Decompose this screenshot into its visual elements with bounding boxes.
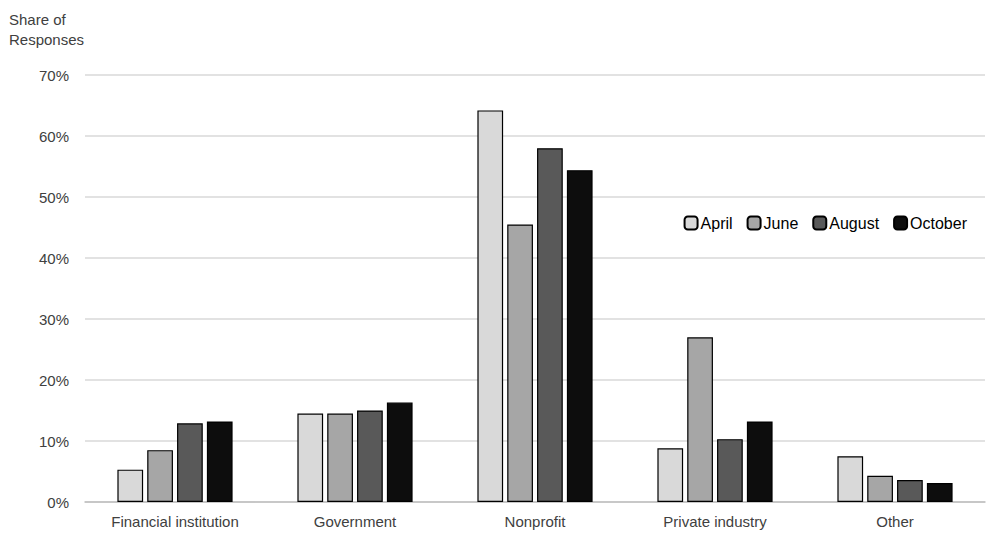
svg-text:40%: 40% [39,250,69,267]
svg-text:June: June [764,215,799,232]
svg-text:50%: 50% [39,189,69,206]
svg-text:April: April [701,215,733,232]
svg-text:Private industry: Private industry [663,513,767,530]
svg-text:Other: Other [876,513,914,530]
svg-text:Nonprofit: Nonprofit [505,513,567,530]
svg-text:0%: 0% [47,494,69,511]
svg-text:Government: Government [314,513,397,530]
svg-text:70%: 70% [39,67,69,84]
svg-text:Financial institution: Financial institution [111,513,239,530]
svg-text:20%: 20% [39,372,69,389]
svg-text:60%: 60% [39,128,69,145]
svg-text:October: October [910,215,968,232]
svg-text:Responses: Responses [9,31,84,48]
svg-text:August: August [829,215,879,232]
svg-text:30%: 30% [39,311,69,328]
svg-text:10%: 10% [39,433,69,450]
svg-text:Share of: Share of [9,11,70,28]
